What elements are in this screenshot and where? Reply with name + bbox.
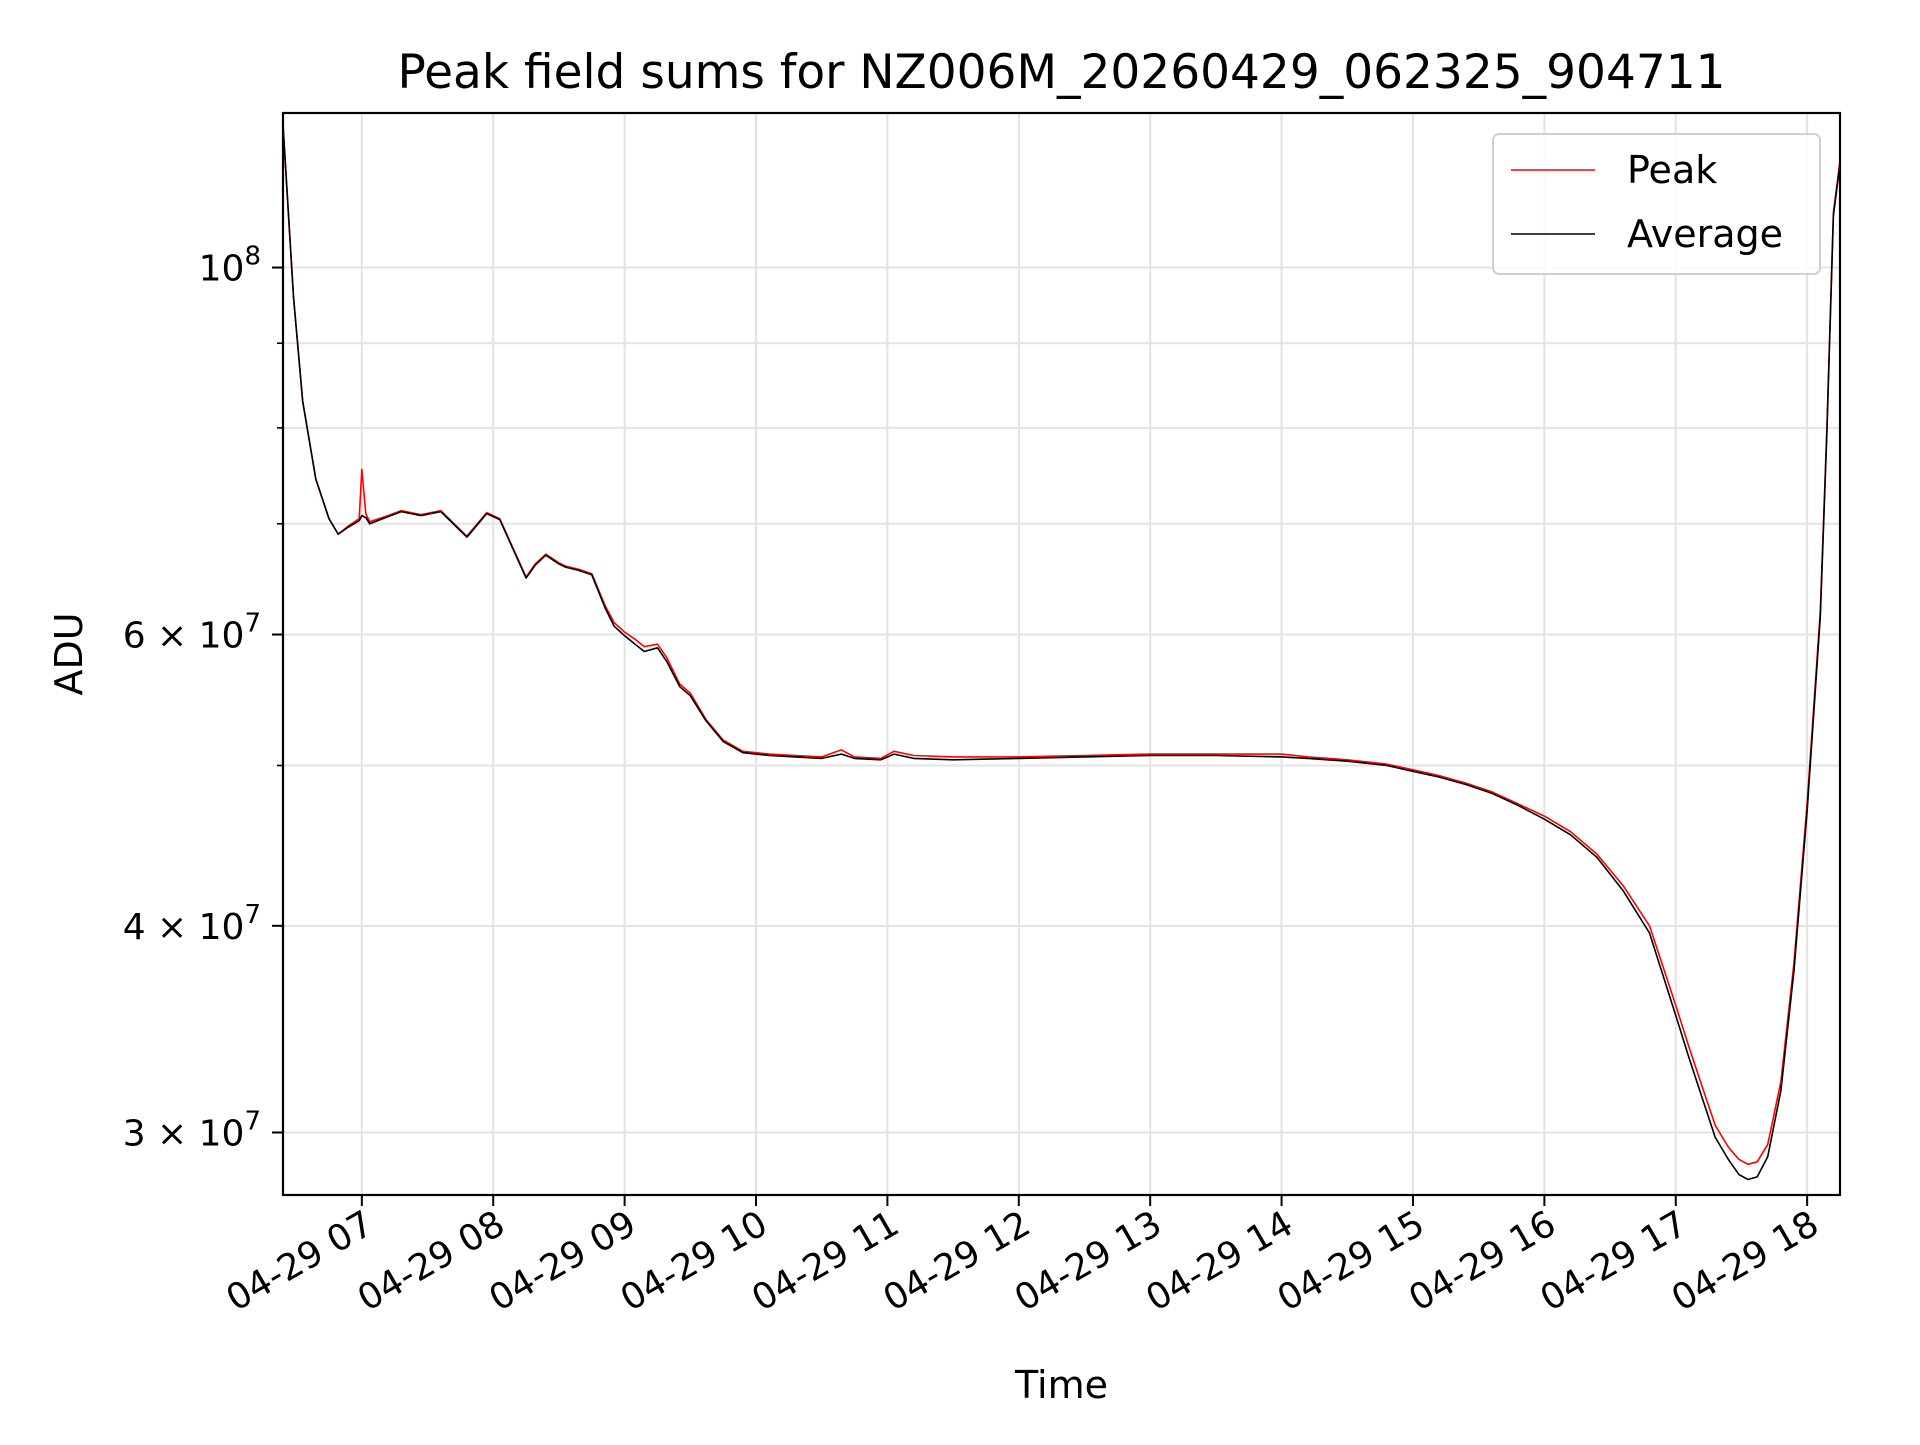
series-group bbox=[283, 124, 1840, 1181]
y-tick-mantissa: 10 bbox=[199, 249, 245, 290]
series-line-average bbox=[283, 124, 1840, 1181]
y-tick-label: 108 bbox=[199, 242, 261, 290]
series-line-peak bbox=[283, 124, 1840, 1166]
chart-title: Peak field sums for NZ006M_20260429_0623… bbox=[397, 45, 1725, 100]
y-tick-mantissa: 3 × 10 bbox=[123, 1113, 245, 1154]
y-tick-exponent: 7 bbox=[244, 900, 261, 930]
y-tick-exponent: 8 bbox=[244, 242, 261, 272]
y-tick-label: 3 × 107 bbox=[123, 1106, 261, 1154]
y-tick-label: 4 × 107 bbox=[123, 900, 261, 948]
legend-label-peak: Peak bbox=[1627, 148, 1717, 192]
y-tick-mantissa: 6 × 10 bbox=[123, 616, 245, 657]
legend-label-average: Average bbox=[1627, 212, 1783, 256]
y-tick-exponent: 7 bbox=[244, 609, 261, 639]
y-axis-label: ADU bbox=[47, 612, 91, 695]
plot-area bbox=[283, 113, 1840, 1195]
y-tick-mantissa: 4 × 10 bbox=[123, 907, 245, 948]
x-axis-label: Time bbox=[1014, 1363, 1108, 1407]
y-tick-label: 6 × 107 bbox=[123, 609, 261, 657]
legend: Peak Average bbox=[1492, 133, 1821, 275]
plot-frame bbox=[281, 111, 1842, 1197]
legend-box bbox=[1492, 133, 1821, 275]
y-tick-exponent: 7 bbox=[244, 1106, 261, 1136]
